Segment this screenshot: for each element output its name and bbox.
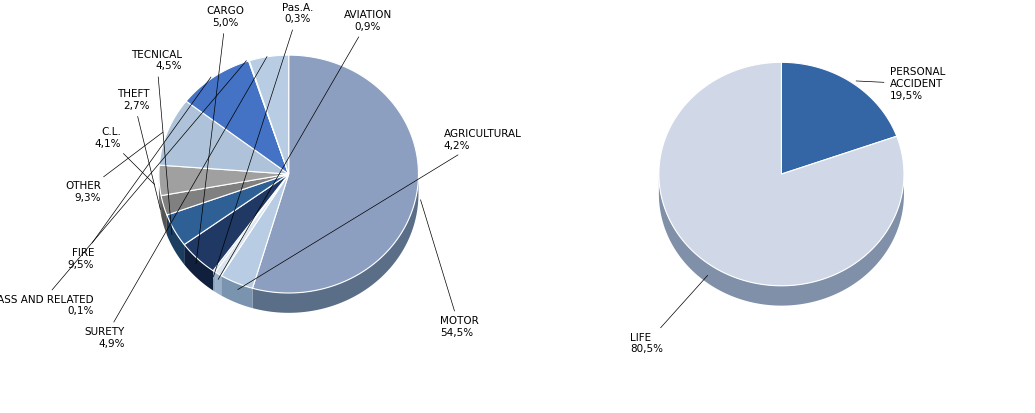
Text: OTHER
9,3%: OTHER 9,3% (65, 132, 162, 203)
Polygon shape (159, 101, 289, 174)
Polygon shape (659, 62, 904, 286)
Text: FIRE
9,5%: FIRE 9,5% (67, 77, 211, 270)
Text: LIFE
80,5%: LIFE 80,5% (630, 275, 708, 354)
Text: CARGO
5,0%: CARGO 5,0% (196, 7, 244, 263)
Polygon shape (253, 176, 418, 313)
Polygon shape (159, 174, 161, 216)
Polygon shape (253, 55, 418, 293)
Text: SURETY
4,9%: SURETY 4,9% (85, 57, 267, 349)
Text: MOTOR
54,5%: MOTOR 54,5% (420, 200, 479, 338)
Polygon shape (213, 174, 289, 272)
Text: AGRICULTURAL
4,2%: AGRICULTURAL 4,2% (238, 129, 522, 290)
Polygon shape (159, 165, 289, 196)
Text: PERSONAL
ACCIDENT
19,5%: PERSONAL ACCIDENT 19,5% (856, 67, 945, 100)
Polygon shape (659, 175, 904, 306)
Text: GLASS AND RELATED
0,1%: GLASS AND RELATED 0,1% (0, 61, 246, 316)
Text: TECNICAL
4,5%: TECNICAL 4,5% (131, 50, 182, 235)
Polygon shape (781, 62, 896, 174)
Polygon shape (221, 174, 289, 288)
Polygon shape (248, 61, 289, 174)
Text: THEFT
2,7%: THEFT 2,7% (117, 89, 160, 209)
Polygon shape (186, 61, 289, 174)
Text: AVIATION
0,9%: AVIATION 0,9% (218, 10, 392, 280)
Polygon shape (215, 272, 221, 295)
Text: Pas.A.
0,3%: Pas.A. 0,3% (213, 3, 314, 277)
Polygon shape (249, 55, 289, 174)
Polygon shape (167, 174, 289, 244)
Polygon shape (161, 174, 289, 215)
Polygon shape (215, 174, 289, 275)
Polygon shape (184, 174, 289, 271)
Polygon shape (184, 244, 213, 291)
Text: C.L.
4,1%: C.L. 4,1% (94, 127, 154, 185)
Polygon shape (213, 271, 215, 292)
Polygon shape (221, 275, 253, 308)
Polygon shape (161, 196, 167, 235)
Polygon shape (167, 215, 184, 264)
